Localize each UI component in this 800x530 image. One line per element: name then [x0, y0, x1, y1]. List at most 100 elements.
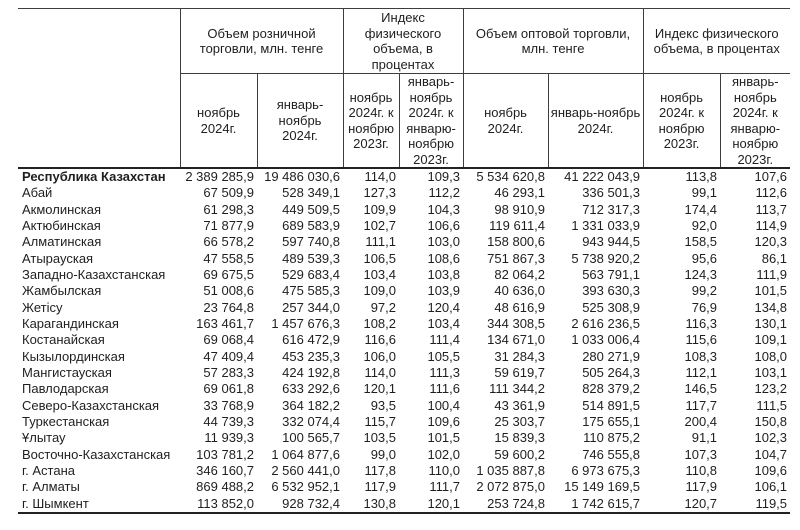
value-cell: 11 939,3 — [204, 430, 254, 446]
value-cell: 114,0 — [364, 169, 397, 184]
table-row: Атырауская 47 558,5 489 539,3 106,5 108,6 751… — [18, 251, 790, 267]
value-cell: 200,4 — [684, 413, 718, 429]
value-cell: 82 064,2 — [494, 266, 546, 282]
value-cell: 33 768,9 — [203, 397, 254, 413]
value-cell: 103,0 — [427, 234, 461, 250]
region-name: Акмолинская — [22, 201, 102, 217]
value-cell: 93,5 — [370, 397, 397, 413]
value-cell: 109,9 — [363, 201, 397, 217]
table-row: г. Алматы 869 488,2 6 532 952,1 117,9 111,7 2… — [18, 479, 790, 495]
value-cell: 514 891,5 — [582, 397, 641, 413]
region-name: г. Алматы — [22, 479, 80, 495]
value-cell: 5 738 920,2 — [571, 250, 641, 266]
value-cell: 111,1 — [365, 234, 397, 250]
value-cell: 43 361,9 — [494, 397, 546, 413]
value-cell: 475 585,3 — [282, 283, 341, 299]
value-cell: 57 283,3 — [203, 364, 254, 380]
region-name: Жамбылская — [22, 283, 102, 299]
value-cell: 69 068,4 — [203, 332, 254, 348]
group-header-wholesale-index: Индекс физического объема, в процентах — [642, 8, 791, 74]
value-cell: 100,4 — [427, 397, 461, 413]
value-cell: 76,9 — [691, 299, 718, 315]
value-cell: 2 616 236,5 — [571, 315, 641, 331]
value-cell: 112,6 — [755, 185, 788, 201]
value-cell: 111 344,2 — [489, 381, 546, 397]
value-cell: 103 781,2 — [196, 446, 254, 462]
value-cell: 1 035 887,8 — [476, 462, 546, 478]
value-cell: 67 509,9 — [203, 185, 254, 201]
value-cell: 108,2 — [363, 315, 397, 331]
value-cell: 124,3 — [684, 266, 718, 282]
value-cell: 127,3 — [363, 185, 397, 201]
value-cell: 106,1 — [754, 479, 788, 495]
value-cell: 424 192,8 — [282, 364, 341, 380]
value-cell: 869 488,2 — [196, 479, 254, 495]
region-name: г. Шымкент — [18, 495, 180, 514]
value-cell: 158 800,6 — [487, 234, 546, 250]
value-cell: 25 303,7 — [494, 413, 546, 429]
region-name: Республика Казахстан — [22, 169, 166, 184]
value-cell: 44 739,3 — [203, 413, 254, 429]
value-cell: 1 033 006,4 — [571, 332, 641, 348]
value-cell: 119 611,4 — [489, 217, 546, 233]
value-cell: 109,6 — [427, 413, 461, 429]
value-cell: 5 534 620,8 — [476, 169, 546, 184]
region-name: Жетісу — [22, 299, 63, 315]
table-row: Актюбинская 71 877,9 689 583,9 102,7 106,6 11… — [18, 218, 790, 234]
value-cell: 332 074,4 — [282, 413, 341, 429]
region-name: Карагандинская — [22, 315, 119, 331]
value-cell: 114,9 — [755, 217, 788, 233]
value-cell: 100 565,7 — [282, 430, 341, 446]
value-cell: 109,3 — [427, 169, 461, 184]
value-cell: 943 944,5 — [582, 234, 641, 250]
value-cell: 117,8 — [364, 462, 397, 478]
value-cell: 563 791,1 — [582, 266, 641, 282]
value-cell: 59 619,7 — [494, 364, 546, 380]
value-cell: 2 389 285,9 — [185, 169, 254, 184]
table-header: Объем розничной торговли, млн. тенге Инд… — [18, 8, 791, 169]
value-cell: 69 675,5 — [203, 266, 254, 282]
value-cell: 453 235,3 — [282, 348, 341, 364]
region-name: Кызылординская — [22, 348, 125, 364]
table-row: Абай 67 509,9 528 349,1 127,3 112,2 46 293,1 3… — [18, 185, 790, 201]
value-cell: 1 331 033,9 — [571, 217, 641, 233]
value-cell: 1 064 877,6 — [271, 446, 341, 462]
subheader-wholesale-idx-nov: ноябрь 2024г. к ноябрю 2023г. — [642, 73, 721, 169]
table-row: Мангистауская 57 283,3 424 192,8 114,0 111,3… — [18, 365, 790, 381]
subheader-retail-jan-nov: январь-ноябрь 2024г. — [256, 73, 344, 169]
table-row: Акмолинская 61 298,3 449 509,5 109,9 104,3 98… — [18, 202, 790, 218]
table-row: Карагандинская 163 461,7 1 457 676,3 108,2 1… — [18, 316, 790, 332]
region-name: Абай — [22, 185, 53, 201]
region-name: Туркестанская — [22, 413, 110, 429]
region-name: Мангистауская — [22, 364, 112, 380]
table-row: Костанайская 69 068,4 616 472,9 116,6 111,4 1… — [18, 332, 790, 348]
value-cell: 99,2 — [691, 283, 718, 299]
value-cell: 103,4 — [427, 315, 461, 331]
table-row: г. Астана 346 160,7 2 560 441,0 117,8 110,0 1… — [18, 463, 790, 479]
value-cell: 109,1 — [754, 332, 788, 348]
value-cell: 103,9 — [427, 283, 461, 299]
table-row: Северо-Казахстанская 33 768,9 364 182,2 93,… — [18, 398, 790, 414]
value-cell: 928 732,4 — [257, 495, 344, 514]
value-cell: 616 472,9 — [282, 332, 341, 348]
value-cell: 101,5 — [754, 283, 788, 299]
value-cell: 112,2 — [428, 185, 461, 201]
value-cell: 108,0 — [754, 348, 788, 364]
value-cell: 746 555,8 — [582, 446, 641, 462]
table-row: Павлодарская 69 061,8 633 292,6 120,1 111,6 1… — [18, 381, 790, 397]
value-cell: 59 600,2 — [494, 446, 546, 462]
value-cell: 110,8 — [685, 462, 718, 478]
region-name: Западно-Казахстанская — [22, 266, 166, 282]
value-cell: 109,6 — [754, 462, 788, 478]
value-cell: 71 877,9 — [203, 217, 254, 233]
value-cell: 103,4 — [363, 266, 397, 282]
value-cell: 111,5 — [756, 397, 788, 413]
value-cell: 103,8 — [427, 266, 461, 282]
value-cell: 120,1 — [399, 495, 464, 514]
value-cell: 19 486 030,6 — [264, 169, 341, 184]
value-cell: 92,0 — [691, 217, 718, 233]
value-cell: 174,4 — [684, 201, 718, 217]
table-row: Восточно-Казахстанская 103 781,2 1 064 877… — [18, 447, 790, 463]
value-cell: 15 839,3 — [494, 430, 546, 446]
region-name: Павлодарская — [22, 381, 109, 397]
